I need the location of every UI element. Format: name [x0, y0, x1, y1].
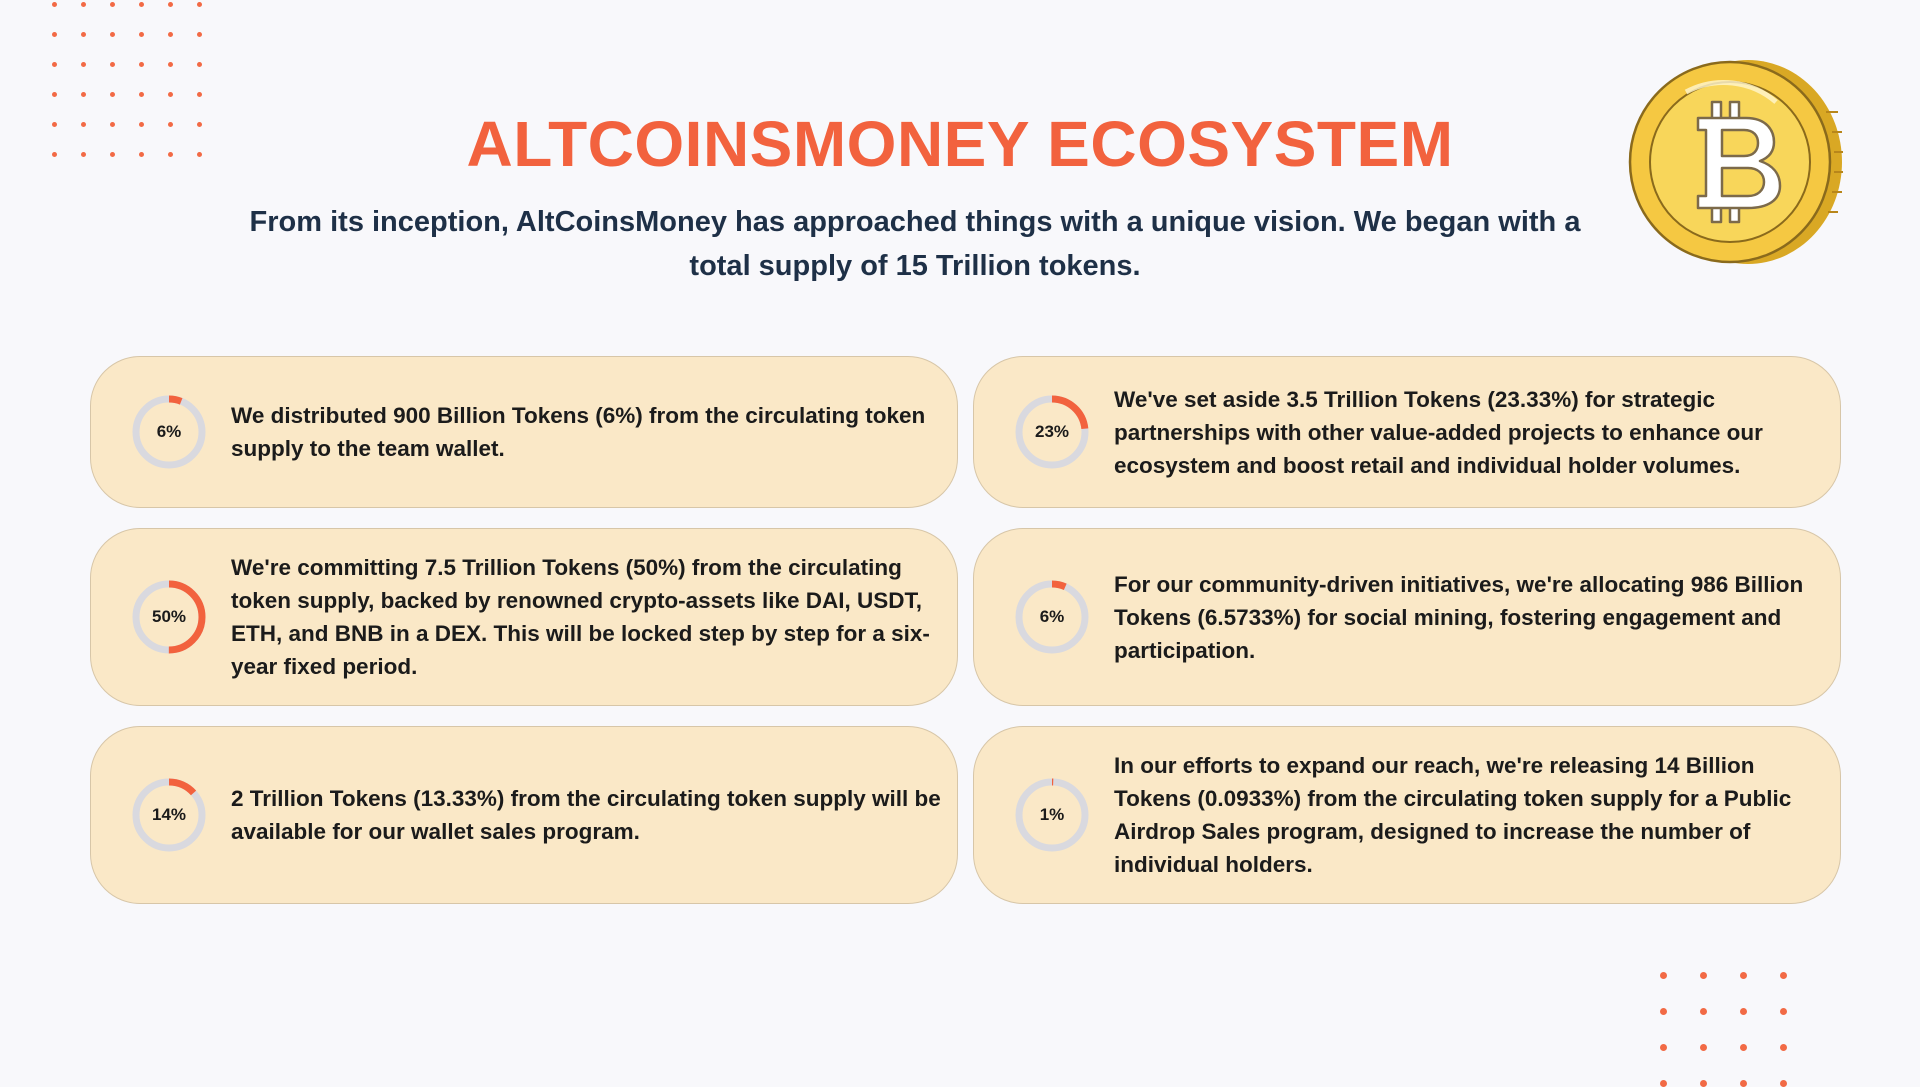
dot	[1660, 972, 1667, 979]
dot	[1740, 1080, 1747, 1087]
dot	[52, 62, 57, 67]
dot	[139, 122, 144, 127]
dot	[1780, 1044, 1787, 1051]
dot	[1740, 972, 1747, 979]
allocation-card-dex-liquidity: 50% We're committing 7.5 Trillion Tokens…	[90, 528, 958, 706]
allocation-description: In our efforts to expand our reach, we'r…	[1114, 753, 1792, 877]
dot-grid-decoration-top-left	[52, 2, 202, 157]
dot	[168, 122, 173, 127]
bitcoin-coin-icon	[1628, 60, 1843, 264]
dot	[197, 32, 202, 37]
dot	[52, 2, 57, 7]
dot	[1780, 1080, 1787, 1087]
intro-paragraph: From its inception, AltCoinsMoney has ap…	[249, 206, 1581, 282]
dot	[139, 152, 144, 157]
dot	[1780, 972, 1787, 979]
percent-donut	[132, 778, 206, 852]
dot	[110, 92, 115, 97]
dot	[52, 92, 57, 97]
dot	[168, 2, 173, 7]
dot	[81, 92, 86, 97]
dot	[168, 152, 173, 157]
dot	[52, 152, 57, 157]
percent-donut	[1015, 395, 1089, 469]
percent-label: 14%	[151, 805, 187, 824]
percent-donut	[1015, 778, 1089, 852]
dot	[168, 62, 173, 67]
allocation-card-social-mining: 6% For our community-driven initiatives,…	[973, 528, 1841, 706]
dot	[1660, 1044, 1667, 1051]
donut-arc	[132, 778, 206, 852]
allocation-ring: 14%	[131, 777, 207, 853]
allocation-ring: 1%	[1014, 777, 1090, 853]
page-title: ALTCOINSMONEY ECOSYSTEM	[466, 107, 1454, 180]
allocation-card-public-airdrop: 1% In our efforts to expand our reach, w…	[973, 726, 1841, 904]
allocation-ring: 6%	[1014, 579, 1090, 655]
dot	[197, 152, 202, 157]
percent-donut	[132, 580, 206, 654]
dot	[1660, 1080, 1667, 1087]
percent-label: 6%	[1039, 607, 1065, 626]
allocation-card-wallet-sales: 14% 2 Trillion Tokens (13.33%) from the …	[90, 726, 958, 904]
dot	[1660, 1008, 1667, 1015]
percent-label: 1%	[1039, 805, 1065, 824]
dot	[110, 62, 115, 67]
allocation-ring: 23%	[1014, 394, 1090, 470]
dot	[110, 122, 115, 127]
percent-label: 50%	[151, 607, 187, 626]
dot	[81, 152, 86, 157]
allocation-description: We distributed 900 Billion Tokens (6%) f…	[231, 403, 926, 461]
allocation-ring: 6%	[131, 394, 207, 470]
dot	[1700, 1008, 1707, 1015]
dot	[1740, 1044, 1747, 1051]
dot	[81, 62, 86, 67]
dot	[197, 122, 202, 127]
allocation-description: 2 Trillion Tokens (13.33%) from the circ…	[231, 786, 941, 844]
dot-grid-decoration-bottom-right	[1660, 972, 1787, 1087]
dot	[1700, 972, 1707, 979]
dot	[1700, 1044, 1707, 1051]
dot	[52, 122, 57, 127]
dot	[81, 32, 86, 37]
dot	[110, 2, 115, 7]
allocation-card-team-wallet: 6% We distributed 900 Billion Tokens (6%…	[90, 356, 958, 508]
donut-arc	[1015, 580, 1089, 654]
percent-label: 6%	[156, 422, 182, 441]
donut-arc	[132, 395, 206, 469]
donut-arc	[132, 580, 206, 654]
dot	[1740, 1008, 1747, 1015]
dot	[52, 32, 57, 37]
dot	[139, 2, 144, 7]
dot	[197, 62, 202, 67]
dot	[110, 32, 115, 37]
dot	[197, 2, 202, 7]
dot	[110, 152, 115, 157]
dot	[139, 92, 144, 97]
dot	[139, 32, 144, 37]
allocation-description: For our community-driven initiatives, we…	[1114, 571, 1804, 663]
dot	[168, 32, 173, 37]
dot	[168, 92, 173, 97]
dot	[1780, 1008, 1787, 1015]
percent-donut	[132, 395, 206, 469]
allocation-card-strategic-partnerships: 23% We've set aside 3.5 Trillion Tokens …	[973, 356, 1841, 508]
percent-donut	[1015, 580, 1089, 654]
donut-arc	[1015, 395, 1089, 469]
dot	[81, 122, 86, 127]
allocation-description: We've set aside 3.5 Trillion Tokens (23.…	[1114, 386, 1763, 478]
donut-arc	[1015, 778, 1089, 852]
dot	[139, 62, 144, 67]
percent-label: 23%	[1034, 422, 1070, 441]
allocation-ring: 50%	[131, 579, 207, 655]
allocation-description: We're committing 7.5 Trillion Tokens (50…	[231, 555, 930, 679]
dot	[1700, 1080, 1707, 1087]
dot	[81, 2, 86, 7]
dot	[197, 92, 202, 97]
